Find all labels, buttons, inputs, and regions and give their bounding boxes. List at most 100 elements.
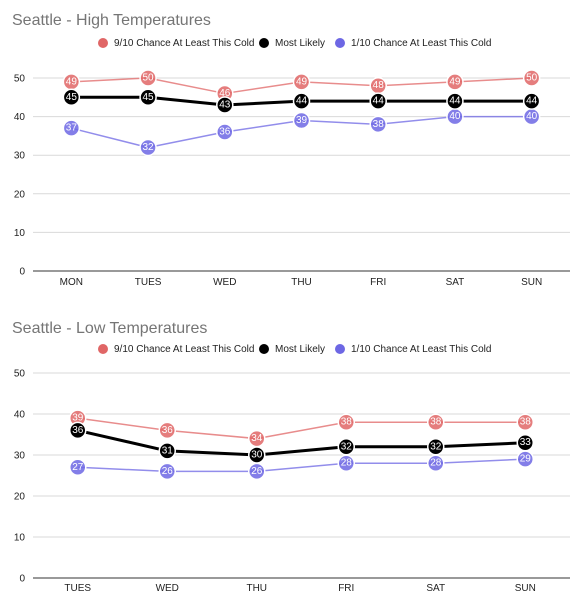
- high-point-s2-4: [369, 115, 387, 134]
- low-chart-title: Seattle - Low Temperatures: [12, 320, 207, 337]
- low-point-s0-1: [158, 421, 176, 440]
- high-x-tick-fri: FRI: [370, 277, 386, 288]
- high-data-label-s2-1: 32: [143, 142, 155, 153]
- low-y-tick-0: 0: [19, 574, 25, 585]
- high-y-tick-20: 20: [14, 189, 26, 200]
- high-data-label-s0-6: 50: [526, 73, 538, 84]
- high-chart-title: Seattle - High Temperatures: [12, 12, 211, 29]
- high-legend-item-2: 1/10 Chance At Least This Cold: [335, 38, 491, 49]
- low-point-s1-3: [337, 438, 355, 456]
- low-data-label-s0-1: 36: [162, 425, 174, 436]
- high-point-s1-1: [139, 88, 157, 107]
- high-point-s2-0: [62, 119, 81, 137]
- high-data-label-s2-0: 37: [66, 123, 78, 134]
- high-data-label-s0-3: 49: [296, 76, 308, 87]
- low-point-s0-3: [337, 413, 355, 431]
- low-y-tick-10: 10: [14, 533, 26, 544]
- high-point-s0-3: [292, 73, 311, 91]
- low-data-label-s2-5: 29: [520, 454, 532, 465]
- low-legend-swatch-0: [98, 344, 108, 354]
- low-data-label-s0-5: 38: [520, 417, 532, 428]
- low-point-s0-5: [516, 413, 534, 431]
- high-legend-label-1: Most Likely: [275, 38, 325, 49]
- high-data-label-s1-0: 45: [66, 92, 78, 103]
- low-point-s1-1: [158, 442, 176, 460]
- high-y-tick-10: 10: [14, 228, 26, 239]
- low-legend-label-0: 9/10 Chance At Least This Cold: [114, 344, 254, 355]
- high-legend-swatch-1: [259, 38, 269, 48]
- high-y-tick-30: 30: [14, 151, 26, 162]
- high-data-label-s1-5: 44: [449, 96, 461, 107]
- high-legend-swatch-0: [98, 38, 108, 48]
- high-data-label-s1-6: 44: [526, 96, 538, 107]
- high-point-s2-1: [139, 138, 157, 157]
- low-data-label-s2-4: 28: [430, 458, 442, 469]
- high-data-label-s1-4: 44: [373, 96, 385, 107]
- low-legend-item-2: 1/10 Chance At Least This Cold: [335, 344, 491, 355]
- high-x-tick-thu: THU: [291, 277, 312, 288]
- low-point-s2-1: [158, 462, 176, 481]
- high-data-label-s2-3: 39: [296, 115, 308, 126]
- high-temperatures-chart: Seattle - High Temperatures 9/10 Chance A…: [12, 12, 570, 288]
- high-data-label-s0-1: 50: [143, 73, 155, 84]
- low-data-label-s2-2: 26: [251, 466, 263, 477]
- low-point-s2-0: [69, 458, 87, 477]
- high-point-s1-6: [522, 92, 541, 110]
- low-legend-item-0: 9/10 Chance At Least This Cold: [98, 344, 254, 355]
- high-x-tick-sun: SUN: [521, 277, 542, 288]
- low-x-tick-sun: SUN: [515, 583, 536, 594]
- high-x-tick-mon: MON: [60, 277, 83, 288]
- low-temperatures-chart: Seattle - Low Temperatures 9/10 Chance At…: [12, 320, 570, 594]
- high-x-tick-wed: WED: [213, 277, 236, 288]
- high-point-s0-5: [446, 73, 464, 91]
- high-y-tick-0: 0: [19, 267, 25, 278]
- low-legend-swatch-1: [259, 344, 269, 354]
- low-legend-label-2: 1/10 Chance At Least This Cold: [351, 344, 491, 355]
- high-point-s2-2: [216, 123, 234, 141]
- low-data-label-s0-2: 34: [251, 433, 263, 444]
- high-y-tick-50: 50: [14, 74, 26, 85]
- high-point-s1-2: [216, 96, 234, 114]
- low-data-label-s1-0: 36: [72, 425, 84, 436]
- low-x-tick-sat: SAT: [426, 583, 445, 594]
- low-y-tick-50: 50: [14, 369, 26, 380]
- high-point-s2-3: [292, 111, 311, 130]
- high-y-tick-40: 40: [14, 112, 26, 123]
- low-x-tick-wed: WED: [156, 583, 179, 594]
- low-data-label-s2-0: 27: [72, 462, 84, 473]
- low-point-s1-0: [69, 421, 87, 440]
- high-data-label-s2-4: 38: [373, 119, 385, 130]
- high-data-label-s1-2: 43: [219, 100, 231, 111]
- high-data-label-s0-5: 49: [449, 76, 461, 87]
- low-series-line-1: [77, 428, 526, 457]
- high-point-s0-1: [139, 69, 157, 87]
- high-point-s1-0: [62, 88, 81, 107]
- high-legend-label-2: 1/10 Chance At Least This Cold: [351, 38, 491, 49]
- high-point-s0-6: [522, 69, 541, 87]
- low-point-s0-4: [427, 413, 445, 431]
- high-data-label-s2-6: 40: [526, 111, 538, 122]
- low-legend-item-1: Most Likely: [259, 344, 325, 355]
- high-point-s1-4: [369, 92, 387, 110]
- high-legend-label-0: 9/10 Chance At Least This Cold: [114, 38, 254, 49]
- high-data-label-s2-5: 40: [449, 111, 461, 122]
- high-data-label-s0-0: 49: [66, 76, 78, 87]
- high-data-label-s1-3: 44: [296, 96, 308, 107]
- low-data-label-s1-4: 32: [430, 441, 442, 452]
- low-series-line-0: [77, 417, 526, 440]
- high-data-label-s0-2: 46: [219, 88, 231, 99]
- low-y-tick-40: 40: [14, 410, 26, 421]
- low-x-tick-tues: TUES: [64, 583, 91, 594]
- low-data-label-s1-5: 33: [520, 437, 532, 448]
- high-point-s1-3: [292, 92, 311, 110]
- low-point-s1-4: [427, 438, 445, 456]
- high-data-label-s0-4: 48: [373, 80, 385, 91]
- high-x-tick-tues: TUES: [135, 277, 162, 288]
- low-y-tick-30: 30: [14, 451, 26, 462]
- high-legend-swatch-2: [335, 38, 345, 48]
- high-data-label-s1-1: 45: [143, 92, 155, 103]
- high-x-tick-sat: SAT: [446, 277, 465, 288]
- low-x-tick-fri: FRI: [338, 583, 354, 594]
- low-data-label-s0-0: 39: [72, 413, 84, 424]
